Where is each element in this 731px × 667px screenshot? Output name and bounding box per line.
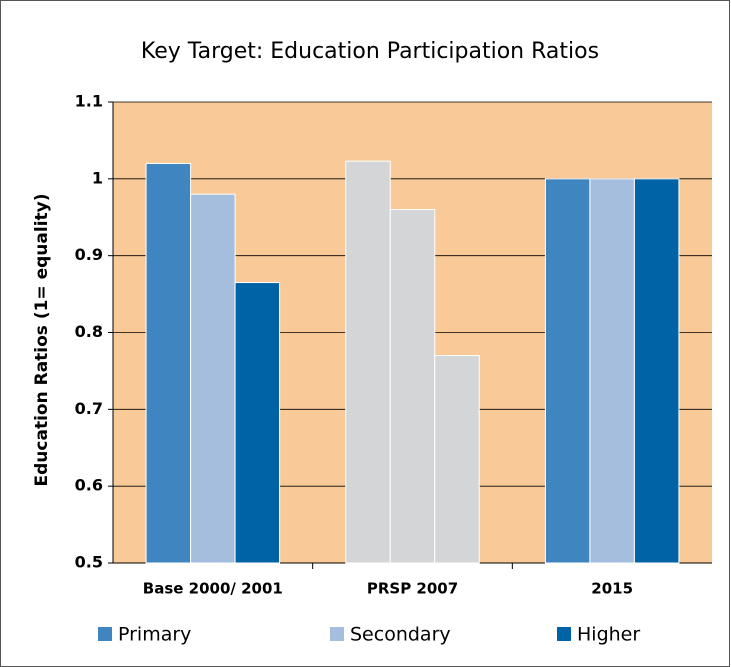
bar bbox=[389, 209, 436, 564]
bar bbox=[434, 355, 480, 564]
x-tick-label: PRSP 2007 bbox=[367, 580, 458, 598]
chart-title: Key Target: Education Participation Rati… bbox=[141, 39, 599, 64]
bar bbox=[234, 282, 281, 564]
legend-label: Secondary bbox=[350, 624, 451, 646]
bar bbox=[345, 160, 391, 564]
legend-label: Primary bbox=[118, 624, 191, 646]
bar bbox=[190, 193, 236, 564]
bar bbox=[633, 178, 680, 564]
y-tick-label: 0.5 bbox=[75, 553, 103, 572]
y-tick-label: 1.1 bbox=[75, 92, 103, 111]
y-tick-label: 0.9 bbox=[75, 245, 103, 264]
bar bbox=[544, 178, 591, 564]
bar bbox=[589, 178, 635, 564]
legend-swatch bbox=[98, 627, 112, 641]
y-tick-label: 0.7 bbox=[75, 399, 103, 418]
y-tick-label: 0.6 bbox=[75, 476, 103, 495]
legend-swatch bbox=[557, 627, 571, 641]
y-tick-label: 1 bbox=[92, 168, 103, 187]
x-tick-label: Base 2000/ 2001 bbox=[143, 580, 283, 598]
bar bbox=[145, 162, 192, 564]
y-tick-label: 0.8 bbox=[75, 322, 103, 341]
x-tick-label: 2015 bbox=[591, 580, 633, 598]
legend-label: Higher bbox=[577, 624, 640, 646]
y-axis-label: Education Ratios (1= equality) bbox=[32, 194, 52, 487]
legend-swatch bbox=[330, 627, 344, 641]
